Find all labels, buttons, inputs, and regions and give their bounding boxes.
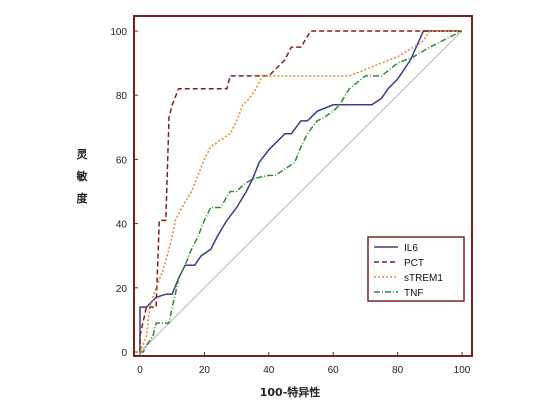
y-tick-label: 80	[116, 91, 128, 102]
reference-line	[139, 30, 463, 353]
series-line-tnf	[140, 30, 463, 353]
legend-label-il6: IL6	[404, 243, 418, 254]
x-tick-label: 100	[454, 365, 471, 376]
y-tick-label: 20	[116, 284, 128, 295]
series-line-il6	[139, 30, 462, 352]
diagonal-reference	[139, 30, 463, 353]
plot-frame	[133, 15, 473, 357]
y-tick-label: 40	[116, 220, 128, 231]
y-tick-label: 60	[116, 155, 128, 166]
legend-label-pct: PCT	[404, 258, 424, 269]
series-line-pct	[139, 30, 462, 352]
y-axis-title-char: 灵	[77, 148, 89, 161]
axes: 0 20 40 60 80 100 0 20 40 60 80 100	[110, 27, 470, 376]
legend-label-tnf: TNF	[404, 288, 423, 299]
legend: IL6 PCT sTREM1 TNF	[367, 236, 465, 302]
series-line-strem1	[139, 30, 462, 353]
y-axis-title-char: 敏	[76, 169, 89, 183]
x-tick-label: 0	[137, 365, 143, 376]
y-tick-label: 100	[110, 27, 127, 38]
legend-label-strem1: sTREM1	[404, 273, 443, 284]
x-tick-label: 60	[328, 365, 340, 376]
y-axis-title-char: 度	[77, 191, 89, 205]
y-tick-label: 0	[121, 348, 127, 359]
y-axis-title: 灵 敏 度	[76, 148, 89, 205]
x-tick-label: 20	[199, 365, 211, 376]
x-tick-label: 80	[392, 365, 404, 376]
x-axis-title: 100-特异性	[260, 385, 321, 399]
series-layer	[139, 30, 463, 353]
x-tick-label: 40	[263, 365, 275, 376]
